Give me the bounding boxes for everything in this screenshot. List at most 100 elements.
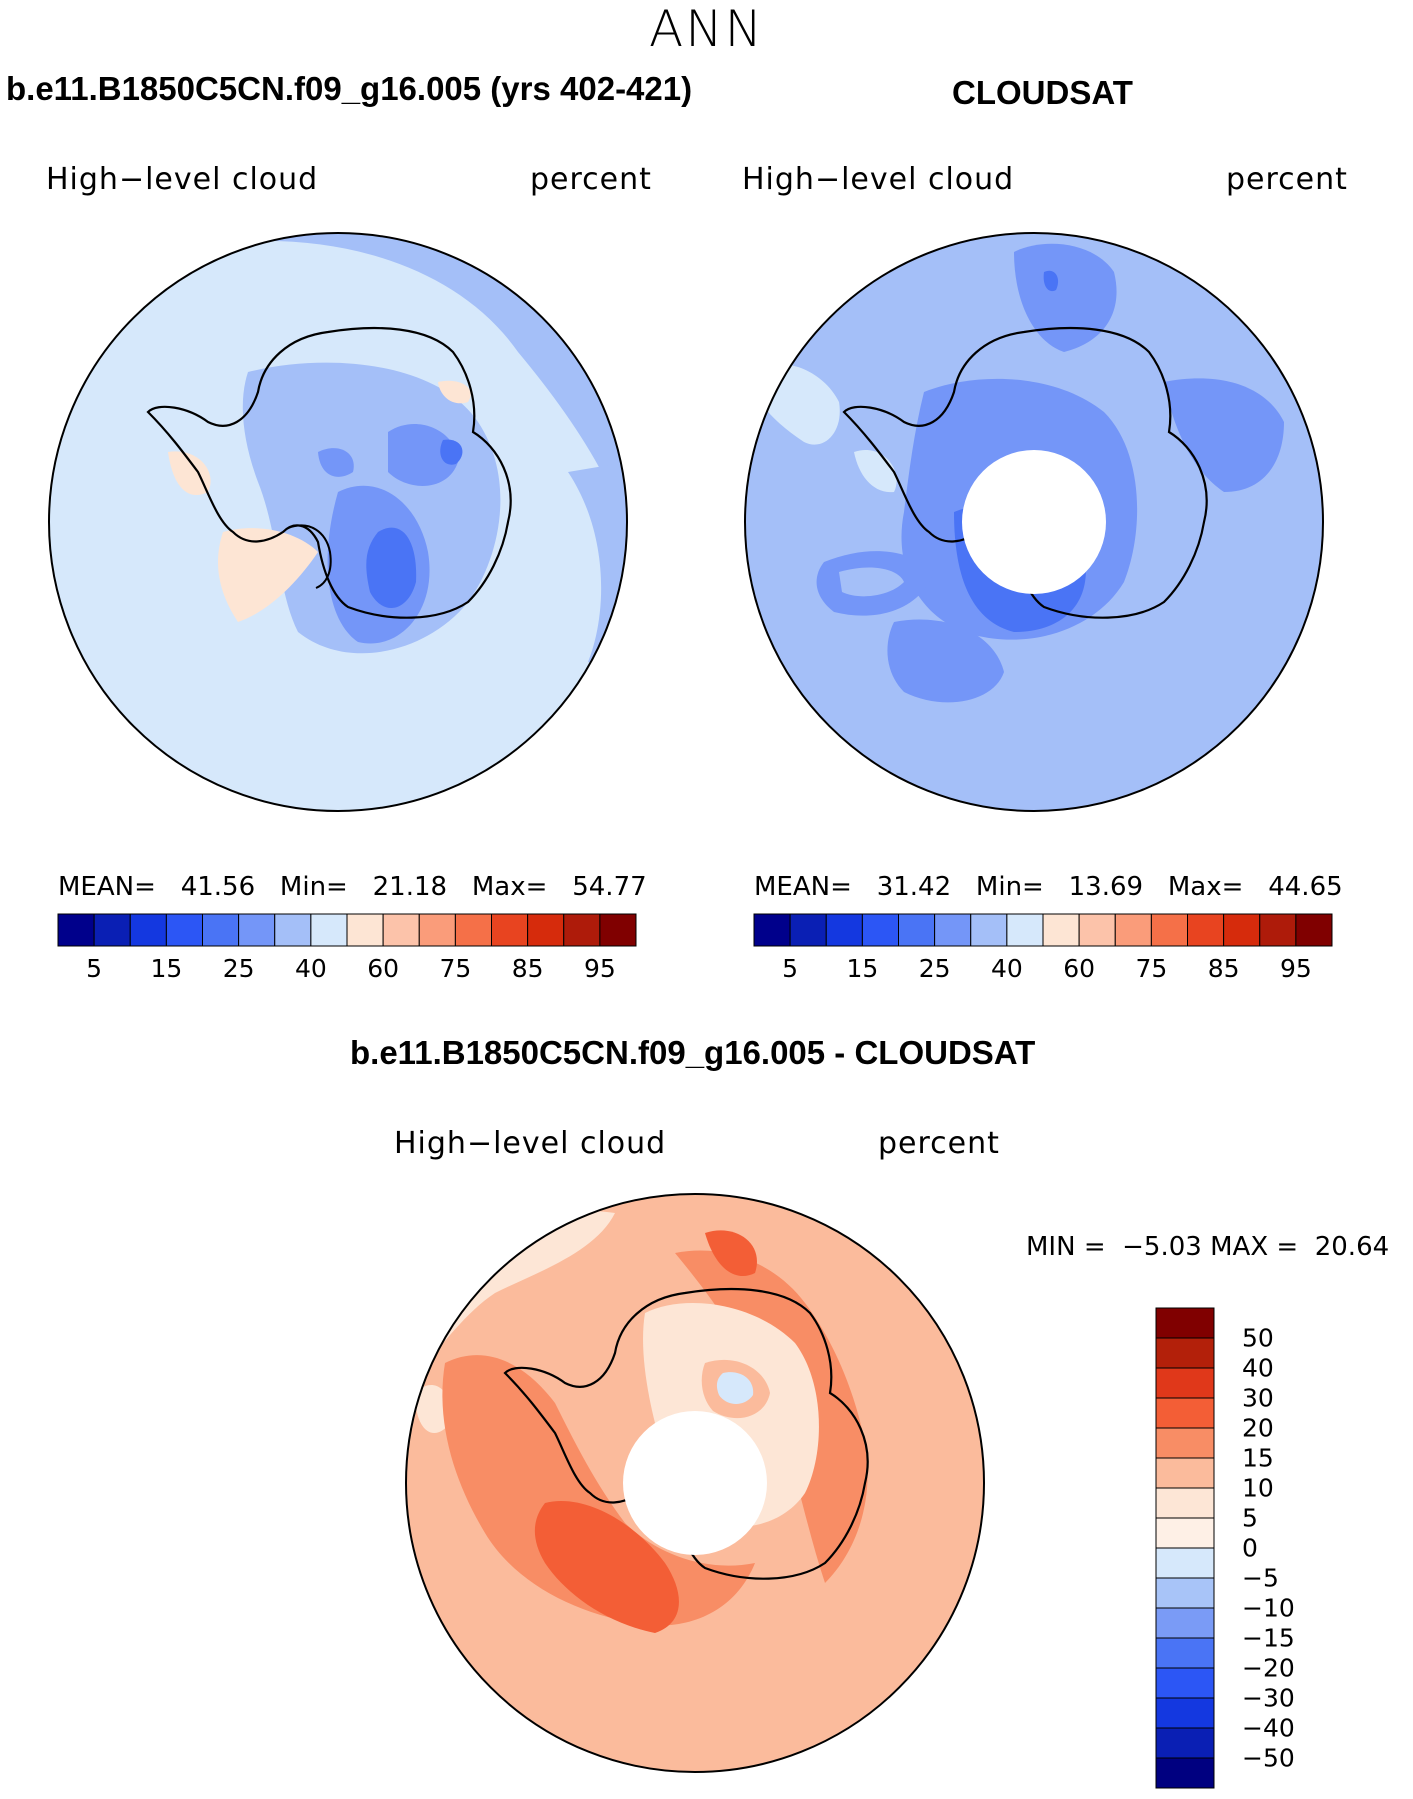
colorbar-model-ticks: 5 15 25 40 60 75 85 95	[58, 954, 636, 988]
min-value: 21.18	[372, 872, 448, 902]
season-title: ANN	[648, 0, 764, 58]
field-lower-north	[1043, 270, 1059, 292]
field-inner-west	[839, 567, 904, 597]
colorbar-swatch	[825, 913, 863, 947]
colorbar-tick-label: 15	[150, 954, 183, 983]
panel-diff-map	[405, 1193, 985, 1773]
colorbar-swatch	[1042, 913, 1080, 947]
map-boundary	[744, 232, 1324, 812]
colorbar-tick-label: 5	[86, 954, 103, 983]
field-low-east	[1164, 378, 1284, 492]
colorbar-tick-label: −20	[1242, 1653, 1295, 1683]
field-strong-north	[705, 1230, 757, 1277]
colorbar-swatch	[1155, 1427, 1215, 1459]
map-boundary	[48, 232, 628, 812]
colorbar-swatch	[1223, 913, 1261, 947]
field-low-2	[388, 423, 458, 486]
colorbar-swatch	[1078, 913, 1116, 947]
colorbar-swatch	[970, 913, 1008, 947]
colorbar-swatch	[238, 913, 276, 947]
panel-obs-title: CLOUDSAT	[952, 74, 1133, 111]
field-ring-west	[442, 1355, 755, 1626]
max-value: 20.64	[1314, 1232, 1390, 1262]
colorbar-swatch	[1155, 1337, 1215, 1369]
colorbar-diff-ticks: 50 40 30 20 15 10 5 0 −5 −10 −15 −20 −30 −40 −50	[1242, 1308, 1322, 1788]
colorbar-swatch	[753, 913, 791, 947]
panel-diff-units: percent	[878, 1126, 1000, 1161]
colorbar-swatch	[1155, 1457, 1215, 1489]
colorbar-tick-label: 85	[1207, 954, 1240, 983]
colorbar-tick-label: 5	[782, 954, 799, 983]
min-value: 13.69	[1068, 872, 1144, 902]
colorbar-swatch	[346, 913, 384, 947]
field-high-2	[168, 451, 211, 496]
colorbar-swatch	[861, 913, 899, 947]
colorbar-tick-label: 40	[990, 954, 1023, 983]
colorbar-swatch	[1155, 1547, 1215, 1579]
colorbar-tick-label: 40	[294, 954, 327, 983]
field-low-sw	[887, 619, 1004, 703]
mean-value: 41.56	[180, 872, 256, 902]
colorbar-swatch	[1155, 1607, 1215, 1639]
panel-model-stats: MEAN= 41.56 Min= 21.18 Max= 54.77	[58, 872, 647, 902]
colorbar-swatch	[491, 913, 529, 947]
colorbar-swatch	[165, 913, 203, 947]
min-value: −5.03	[1122, 1232, 1202, 1262]
colorbar-swatch	[599, 913, 637, 947]
colorbar-tick-label: 60	[367, 954, 400, 983]
colorbar-tick-label: 50	[1242, 1323, 1274, 1353]
max-value: 44.65	[1268, 872, 1343, 902]
colorbar-tick-label: 15	[846, 954, 879, 983]
field-ring-east	[675, 1250, 868, 1583]
colorbar-tick-label: 75	[1135, 954, 1168, 983]
colorbar-swatch	[454, 913, 492, 947]
colorbar-tick-label: 25	[918, 954, 951, 983]
polar-data-gap	[623, 1411, 767, 1555]
colorbar-tick-label: −40	[1242, 1713, 1295, 1743]
polar-data-gap	[962, 450, 1106, 594]
colorbar-tick-label: 40	[1242, 1353, 1274, 1383]
colorbar-swatch	[274, 913, 312, 947]
panel-model-units: percent	[530, 162, 652, 197]
colorbar-tick-label: 15	[1242, 1443, 1274, 1473]
colorbar-swatch	[418, 913, 456, 947]
colorbar-tick-label: −5	[1242, 1563, 1279, 1593]
colorbar-swatch	[1295, 913, 1333, 947]
colorbar-tick-label: −50	[1242, 1743, 1295, 1773]
colorbar-swatch	[1187, 913, 1225, 947]
colorbar-swatch	[1155, 1697, 1215, 1729]
colorbar-swatch	[1155, 1577, 1215, 1609]
colorbar-swatch	[202, 913, 240, 947]
max-label: Max=	[1167, 872, 1244, 902]
panel-obs-units: percent	[1226, 162, 1348, 197]
colorbar-tick-label: 75	[439, 954, 472, 983]
max-label: Max=	[471, 872, 548, 902]
colorbar-tick-label: 60	[1063, 954, 1096, 983]
field-min-2	[440, 439, 463, 465]
colorbar-swatch	[898, 913, 936, 947]
panel-diff-variable: High−level cloud	[394, 1126, 667, 1161]
antarctica-coastline	[503, 1287, 869, 1580]
max-value: 54.77	[572, 872, 647, 902]
colorbar-tick-label: 10	[1242, 1473, 1274, 1503]
field-low-north	[1014, 243, 1117, 352]
mean-label: MEAN=	[58, 872, 156, 902]
colorbar-tick-label: −10	[1242, 1593, 1295, 1623]
colorbar-tick-label: 0	[1242, 1533, 1258, 1563]
panel-model-map	[48, 232, 628, 812]
field-light-w	[415, 1384, 451, 1433]
colorbar-tick-label: −30	[1242, 1683, 1295, 1713]
colorbar-swatch	[1150, 913, 1188, 947]
colorbar-swatch	[93, 913, 131, 947]
colorbar-tick-label: 95	[583, 954, 616, 983]
colorbar-swatch	[1155, 1517, 1215, 1549]
colorbar-tick-label: −15	[1242, 1623, 1295, 1653]
panel-obs-variable: High−level cloud	[742, 162, 1015, 197]
max-label: MAX =	[1210, 1232, 1299, 1262]
colorbar-swatch	[789, 913, 827, 947]
panel-model-variable: High−level cloud	[46, 162, 319, 197]
colorbar-swatch	[1155, 1667, 1215, 1699]
field-min-1	[366, 527, 417, 609]
antarctica-coastline	[842, 326, 1208, 619]
colorbar-swatch	[1155, 1727, 1215, 1759]
